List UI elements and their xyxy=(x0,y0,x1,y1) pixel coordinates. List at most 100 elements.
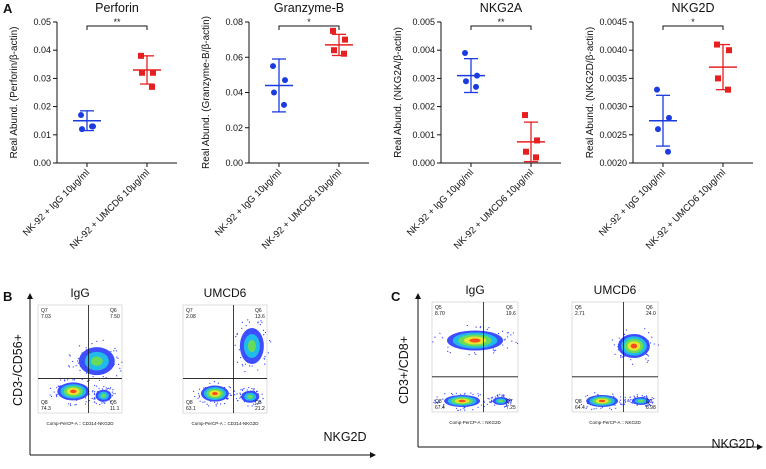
y-axis-label: CD3+/CD8+ xyxy=(397,336,411,404)
event-dot xyxy=(209,382,211,384)
event-dot xyxy=(239,393,242,396)
event-dot xyxy=(53,391,55,393)
event-dot xyxy=(72,379,74,381)
event-dot xyxy=(240,357,242,359)
event-dot xyxy=(490,401,492,403)
event-dot xyxy=(216,402,218,404)
event-dot xyxy=(612,393,614,395)
density xyxy=(630,343,638,349)
quadrant-name: Q8 xyxy=(186,400,193,406)
event-dot xyxy=(215,403,217,406)
event-dot xyxy=(115,350,118,352)
event-dot xyxy=(506,347,509,349)
event-dot xyxy=(494,396,496,398)
event-dot xyxy=(217,382,220,384)
event-dot xyxy=(251,388,253,390)
y-axis-label: Real Abund. (Perforin/β-actin) xyxy=(9,27,20,159)
event-dot xyxy=(649,342,652,344)
event-dot xyxy=(457,409,459,412)
x-axis-label: NKG2D xyxy=(323,430,366,444)
event-dot xyxy=(251,365,253,367)
event-dot xyxy=(69,355,71,357)
event-dot xyxy=(480,404,483,406)
y-tick-label: 0.03 xyxy=(33,73,51,83)
event-dot xyxy=(236,361,239,363)
event-dot xyxy=(495,349,497,351)
quadrant-name: Q5 xyxy=(435,305,442,311)
event-dot xyxy=(510,403,512,405)
y-tick-label: 0.0025 xyxy=(599,130,627,140)
quadrant-value: 2.71 xyxy=(575,311,585,317)
event-dot xyxy=(94,391,96,393)
event-dot xyxy=(503,339,505,341)
data-point xyxy=(341,50,347,57)
event-dot xyxy=(111,391,113,393)
event-dot xyxy=(515,341,517,343)
quadrant-name: Q5 xyxy=(255,400,262,406)
plot-title: IgG xyxy=(70,286,89,300)
event-dot xyxy=(624,398,626,400)
plot-title: UMCD6 xyxy=(594,283,637,297)
event-dot xyxy=(258,402,260,404)
event-dot xyxy=(220,403,222,405)
quadrant-value: 13.6 xyxy=(255,314,265,320)
quadrant-value: 2.08 xyxy=(186,314,196,320)
event-dot xyxy=(236,393,238,395)
x-tick-label: NK-92 + IgG 10μg/ml xyxy=(597,167,668,238)
event-dot xyxy=(236,332,238,335)
event-dot xyxy=(470,392,472,394)
quadrant-value: 8.70 xyxy=(435,311,445,317)
quadrant-name: Q7 xyxy=(646,399,653,405)
density xyxy=(70,389,77,394)
event-dot xyxy=(243,387,245,390)
event-dot xyxy=(451,393,453,395)
event-dot xyxy=(248,321,250,323)
data-point xyxy=(523,148,529,155)
density xyxy=(598,399,606,403)
event-dot xyxy=(508,398,510,400)
event-dot xyxy=(95,402,97,405)
event-dot xyxy=(651,336,653,338)
event-dot xyxy=(70,404,72,407)
event-dot xyxy=(259,324,261,326)
event-dot xyxy=(650,399,652,401)
event-dot xyxy=(262,329,265,331)
event-dot xyxy=(620,356,622,359)
event-dot xyxy=(434,402,436,404)
event-dot xyxy=(93,398,95,400)
quadrant-value: 7.50 xyxy=(110,314,120,320)
event-dot xyxy=(585,407,587,409)
density xyxy=(637,399,644,403)
event-dot xyxy=(114,392,116,395)
y-tick-label: 0.0020 xyxy=(599,158,627,168)
event-dot xyxy=(103,402,105,404)
event-dot xyxy=(439,332,441,334)
event-dot xyxy=(502,344,504,346)
event-dot xyxy=(434,399,436,401)
significance-bracket xyxy=(470,25,532,30)
event-dot xyxy=(491,400,493,402)
event-dot xyxy=(507,332,509,334)
event-dot xyxy=(88,399,90,402)
event-dot xyxy=(597,394,599,396)
event-dot xyxy=(629,400,631,402)
quadrant-value: 7.25 xyxy=(506,405,516,411)
plot-title: IgG xyxy=(465,283,484,297)
event-dot xyxy=(49,394,51,396)
event-dot xyxy=(269,340,271,342)
event-dot xyxy=(468,354,470,356)
quadrant-value: 63.1 xyxy=(186,406,196,412)
data-point xyxy=(666,114,672,121)
panel-label: B xyxy=(3,289,12,304)
event-dot xyxy=(206,403,208,405)
event-dot xyxy=(253,388,255,390)
event-dot xyxy=(631,363,634,365)
event-dot xyxy=(55,394,58,396)
event-dot xyxy=(244,363,247,365)
event-dot xyxy=(613,344,615,346)
event-dot xyxy=(511,340,513,342)
event-dot xyxy=(93,392,96,394)
event-dot xyxy=(486,328,488,330)
event-dot xyxy=(502,394,504,396)
event-dot xyxy=(246,389,248,391)
